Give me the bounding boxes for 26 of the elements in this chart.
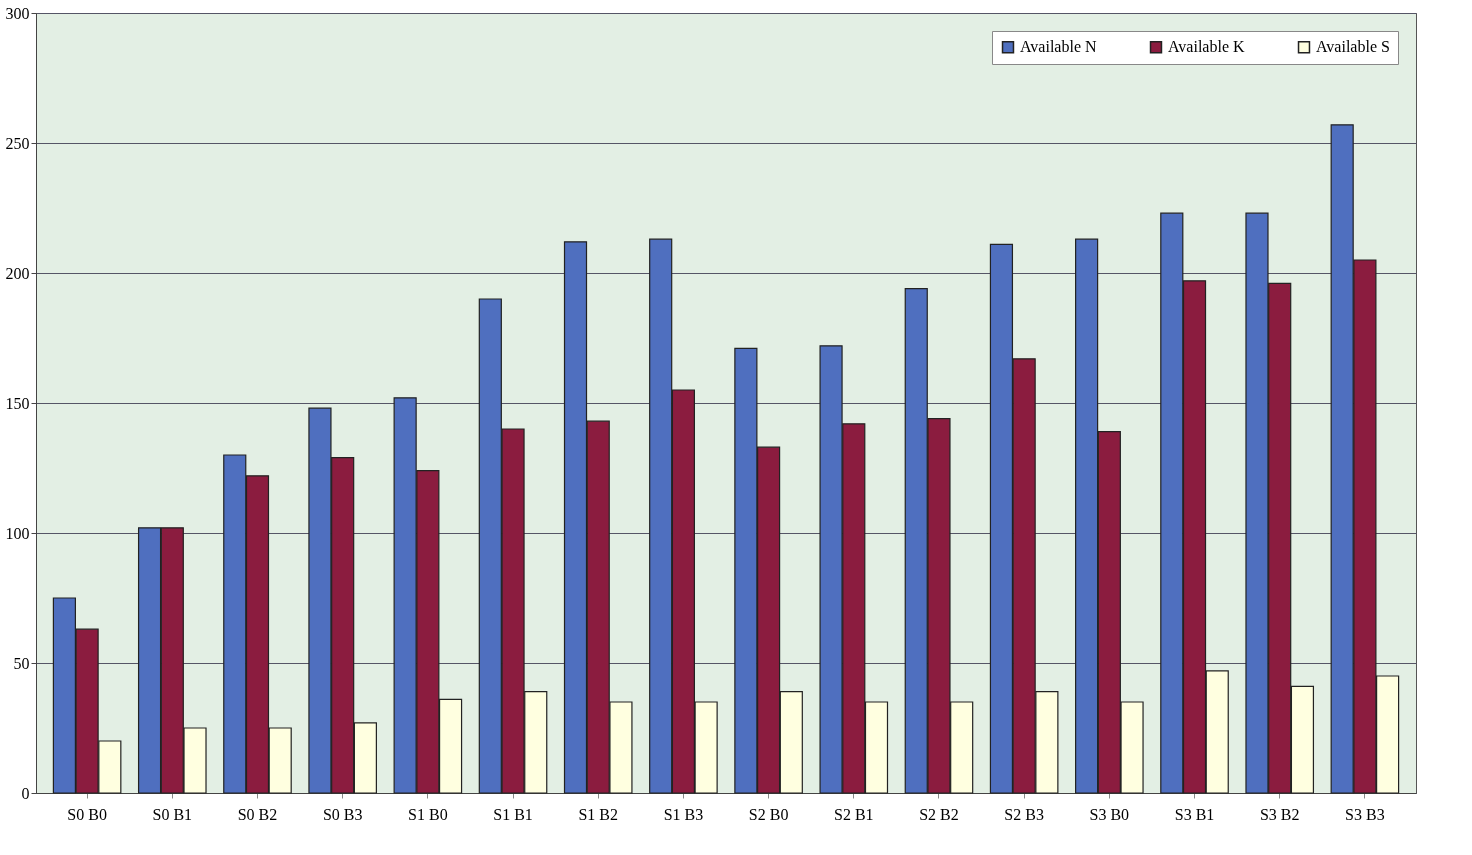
x-tick-label: S1 B0 — [408, 805, 448, 823]
y-tick-label: 100 — [5, 524, 30, 542]
y-tick-label: 50 — [13, 654, 30, 672]
y-tick-label: 0 — [21, 784, 30, 802]
legend-label: Available N — [1020, 38, 1098, 56]
y-tick-label: 150 — [5, 394, 30, 412]
x-tick-label: S3 B3 — [1345, 805, 1385, 823]
y-tick-label: 300 — [5, 4, 30, 22]
x-tick-label: S1 B1 — [493, 805, 533, 823]
x-tick-label: S2 B0 — [748, 805, 789, 823]
x-tick-label: S2 B3 — [1004, 805, 1044, 823]
x-tick-label: S3 B0 — [1089, 805, 1130, 823]
x-tick-label: S1 B2 — [578, 805, 619, 823]
x-tick-label: S0 B2 — [237, 805, 278, 823]
x-tick-label: S0 B0 — [67, 805, 107, 823]
x-tick-label: S3 B2 — [1259, 805, 1300, 823]
legend-label: Available S — [1316, 38, 1390, 56]
y-tick-label: 200 — [5, 264, 30, 282]
y-tick-label: 250 — [5, 134, 30, 152]
x-tick-label: S0 B3 — [322, 805, 363, 823]
x-tick-label: S0 B1 — [152, 805, 193, 823]
legend-label: Available K — [1168, 38, 1246, 56]
x-tick-label: S1 B3 — [663, 805, 704, 823]
x-tick-label: S2 B2 — [919, 805, 959, 823]
x-tick-label: S2 B1 — [833, 805, 874, 823]
x-tick-label: S3 B1 — [1174, 805, 1215, 823]
